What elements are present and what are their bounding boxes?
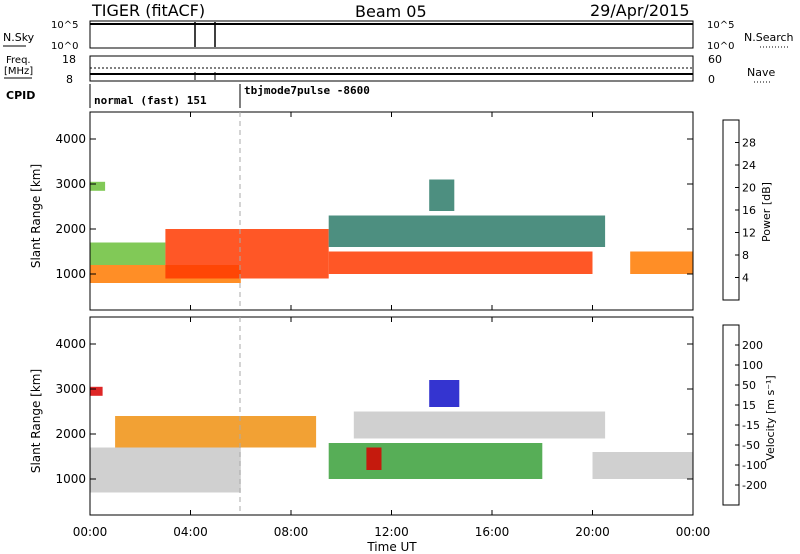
freq-label-line2: [MHz] [4, 66, 33, 77]
velocity-region-5 [366, 447, 382, 470]
power-ytick-label-2: 3000 [55, 177, 86, 191]
freq-panel: Freq. [MHz] Nave 18 8 60 0 [4, 53, 775, 86]
freq-left-tick-bottom: 8 [66, 73, 73, 86]
noise-right-tick-bottom: 10^0 [707, 41, 734, 52]
cpid-strip: CPID normal (fast) 151 tbjmode7pulse -86… [6, 84, 370, 108]
time-tick-label-0: 00:00 [73, 525, 108, 539]
power-data [90, 179, 693, 283]
velocity-ytick-label-3: 4000 [55, 337, 86, 351]
velocity-colorbar-tick-label-4: -15 [742, 419, 760, 432]
velocity-data [90, 380, 693, 493]
radar-title: TIGER (fitACF) [91, 1, 205, 20]
power-ytick-label-0: 1000 [55, 267, 86, 281]
velocity-ytick-label-0: 1000 [55, 472, 86, 486]
power-colorbar: 28 24 20 16 12 8 4 [722, 119, 756, 301]
power-colorbar-label: Power [dB] [760, 182, 773, 242]
time-tick-label-4: 16:00 [475, 525, 510, 539]
velocity-region-6 [592, 452, 693, 479]
date-title: 29/Apr/2015 [590, 1, 690, 20]
beam-title: Beam 05 [355, 2, 427, 21]
cpid-segment-1: tbjmode7pulse -8600 [244, 84, 370, 97]
noise-left-label: N.Sky [3, 31, 35, 44]
velocity-colorbar: 200 100 50 15 -15 -50 -100 -200 [722, 324, 767, 506]
power-region-1 [90, 242, 166, 265]
cpid-label: CPID [6, 89, 35, 102]
power-colorbar-tick-label-1: 24 [742, 159, 756, 172]
power-colorbar-tick-label-2: 20 [742, 182, 756, 195]
time-tick-label-6: 00:00 [676, 525, 711, 539]
velocity-colorbar-tick-label-0: 200 [742, 339, 763, 352]
power-ylabel: Slant Range [km] [29, 164, 43, 268]
power-region-5 [429, 179, 455, 211]
freq-right-tick-top: 60 [708, 53, 722, 66]
noise-panel: N.Sky N.Search 10^5 10^0 10^5 10^0 [3, 20, 794, 52]
power-ytick-label-3: 4000 [55, 132, 86, 146]
time-tick-label-2: 08:00 [274, 525, 309, 539]
freq-label-line1: Freq. [6, 55, 31, 66]
velocity-region-4 [429, 380, 460, 407]
power-region-4 [328, 215, 606, 247]
time-axis-label: Time UT [366, 540, 417, 554]
power-colorbar-tick-label-0: 28 [742, 137, 756, 150]
time-tick-label-3: 12:00 [374, 525, 409, 539]
time-tick-label-5: 20:00 [575, 525, 610, 539]
velocity-ylabel: Slant Range [km] [29, 369, 43, 473]
velocity-colorbar-label: Velocity [m s⁻¹] [764, 375, 777, 460]
power-ytick-label-1: 2000 [55, 222, 86, 236]
power-colorbar-tick-label-3: 16 [742, 204, 756, 217]
power-colorbar-tick-label-5: 8 [742, 249, 749, 262]
velocity-colorbar-tick-label-5: -50 [742, 439, 760, 452]
velocity-colorbar-tick-label-2: 50 [742, 379, 756, 392]
velocity-ytick-label-2: 3000 [55, 382, 86, 396]
power-region-2 [165, 229, 329, 279]
time-tick-label-1: 04:00 [173, 525, 208, 539]
velocity-colorbar-frame [722, 324, 740, 506]
freq-right-label: Nave [747, 66, 775, 79]
power-region-3 [328, 251, 593, 274]
velocity-region-7 [90, 386, 103, 396]
power-colorbar-tick-label-4: 12 [742, 227, 756, 240]
velocity-colorbar-tick-label-3: 15 [742, 399, 756, 412]
power-region-7 [90, 181, 106, 191]
velocity-region-1 [115, 416, 317, 448]
noise-left-tick-top: 10^5 [51, 20, 78, 31]
velocity-panel: Slant Range [km] 1000 2000 3000 4000 200 100… [29, 316, 777, 516]
time-axis: 00:00 04:00 08:00 12:00 16:00 20:00 00:00 [73, 112, 711, 539]
velocity-colorbar-tick-label-6: -100 [742, 459, 767, 472]
velocity-colorbar-tick-label-1: 100 [742, 359, 763, 372]
cpid-segment-0: normal (fast) 151 [94, 94, 207, 107]
velocity-region-2 [328, 443, 543, 479]
velocity-ytick-label-1: 2000 [55, 427, 86, 441]
freq-left-tick-top: 18 [62, 53, 76, 66]
velocity-colorbar-tick-label-7: -200 [742, 479, 767, 492]
noise-left-tick-bottom: 10^0 [51, 41, 78, 52]
power-panel: Slant Range [km] 1000 2000 3000 4000 28 24 20… [29, 111, 773, 311]
velocity-yticks: 1000 2000 3000 4000 [55, 337, 693, 486]
power-yticks: 1000 2000 3000 4000 [55, 132, 693, 281]
noise-right-tick-top: 10^5 [707, 20, 734, 31]
noise-right-label: N.Search [744, 31, 794, 44]
power-colorbar-tick-label-6: 4 [742, 272, 749, 285]
velocity-region-3 [353, 411, 606, 439]
power-region-6 [630, 251, 693, 274]
velocity-region-0 [90, 447, 241, 493]
freq-right-tick-bottom: 0 [708, 73, 715, 86]
